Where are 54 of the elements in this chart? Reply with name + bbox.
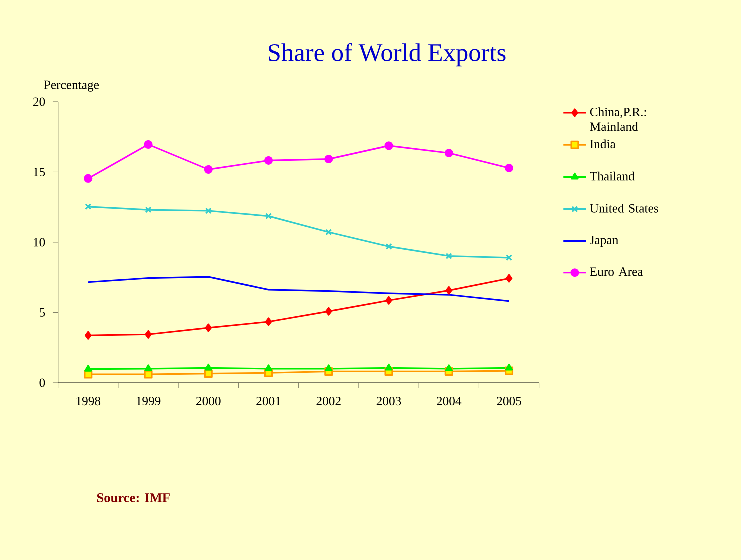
point [386, 296, 392, 305]
point [144, 140, 153, 149]
point [84, 174, 93, 183]
point [446, 252, 452, 260]
point [266, 213, 272, 220]
x-tick-label: 2004 [437, 397, 462, 406]
point [386, 243, 392, 250]
point [325, 364, 333, 372]
point [205, 208, 212, 214]
point [384, 142, 394, 150]
point [445, 364, 453, 372]
point [385, 364, 393, 371]
y-axis-title: Percentage [44, 80, 100, 92]
point [326, 229, 332, 236]
x-tick-label: 1998 [76, 397, 101, 406]
point [145, 206, 152, 214]
legend-label: India [590, 140, 616, 149]
point [325, 307, 332, 316]
point [505, 364, 514, 371]
point [504, 164, 514, 173]
x-tick-label: 2003 [376, 397, 402, 406]
point [144, 370, 153, 379]
y-tick-label: 20 [34, 98, 46, 106]
x-tick-label: 2002 [316, 397, 341, 406]
point [265, 318, 272, 326]
point [84, 365, 92, 372]
point [204, 165, 213, 174]
legend-label: Japan [590, 236, 619, 248]
x-tick-label: 2000 [196, 397, 221, 406]
point [84, 331, 92, 340]
x-tick-label: 2001 [256, 397, 281, 406]
point [264, 364, 273, 372]
point [204, 364, 212, 371]
point [446, 286, 453, 295]
point [444, 148, 454, 158]
y-tick-label: 0 [40, 378, 46, 388]
legend-label: Euro Area [590, 268, 644, 276]
point [144, 364, 152, 372]
legend-label: China,P.R.: Mainland [590, 108, 646, 132]
point [506, 274, 513, 283]
x-tick-label: 2005 [497, 397, 522, 406]
y-tick-label: 15 [34, 168, 46, 176]
point [205, 324, 212, 332]
legend-label: Thailand [590, 172, 635, 181]
source-note: Source: IMF [97, 493, 170, 503]
point [324, 155, 334, 164]
y-tick-label: 10 [34, 238, 46, 247]
legend-label: United States [590, 204, 658, 213]
chart-title: Share of World Exports [269, 43, 506, 67]
point [264, 156, 274, 165]
line-series [88, 276, 510, 302]
point [145, 330, 152, 339]
x-tick-label: 1999 [136, 397, 161, 406]
y-tick-label: 5 [40, 308, 46, 317]
